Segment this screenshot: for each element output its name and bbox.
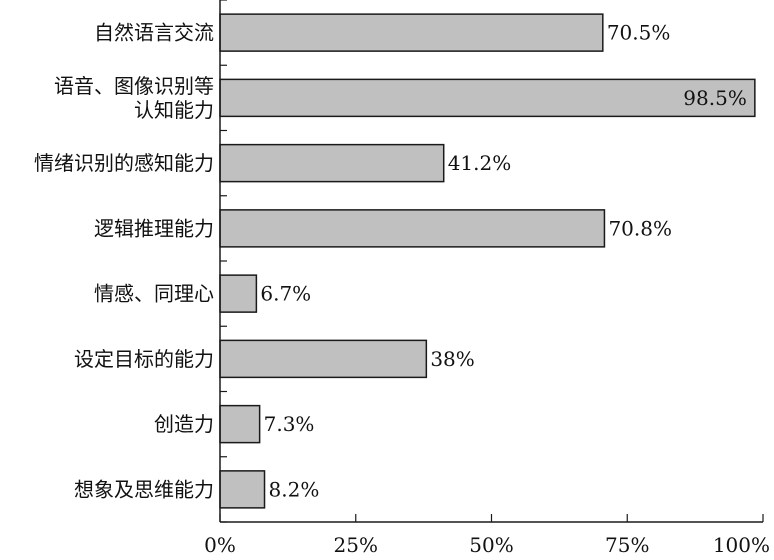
bar-2 bbox=[219, 78, 756, 118]
bars-layer bbox=[219, 13, 756, 509]
category-label: 想象及思维能力 bbox=[74, 477, 214, 501]
category-label: 语音、图像识别等 bbox=[54, 74, 214, 98]
axes: 0% 25% 50% 75% 100% bbox=[204, 0, 770, 557]
bar-3 bbox=[219, 143, 445, 183]
bar-6 bbox=[219, 339, 428, 379]
x-tick-label: 0% bbox=[204, 533, 236, 556]
value-label: 8.2% bbox=[269, 477, 320, 501]
category-label: 情绪识别的感知能力 bbox=[34, 151, 214, 175]
x-tick-label: 100% bbox=[713, 533, 770, 556]
value-label: 41.2% bbox=[448, 151, 512, 175]
category-label: 情感、同理心 bbox=[94, 282, 214, 306]
x-tick-label: 75% bbox=[605, 533, 649, 556]
category-label: 自然语言交流 bbox=[94, 21, 214, 45]
value-label: 70.5% bbox=[607, 21, 671, 45]
value-label: 6.7% bbox=[260, 282, 311, 306]
value-label: 70.8% bbox=[608, 216, 672, 240]
value-label: 7.3% bbox=[264, 412, 315, 436]
category-label: 认知能力 bbox=[134, 98, 214, 122]
x-tick-label: 25% bbox=[334, 533, 378, 556]
category-label: 逻辑推理能力 bbox=[94, 216, 214, 240]
bar-7 bbox=[219, 404, 261, 444]
category-label: 设定目标的能力 bbox=[74, 347, 214, 371]
category-label: 创造力 bbox=[154, 412, 214, 436]
bar-1 bbox=[219, 13, 604, 52]
bar-8 bbox=[219, 470, 266, 509]
bar-4 bbox=[219, 209, 606, 248]
value-label: 38% bbox=[430, 347, 474, 371]
value-label: 98.5% bbox=[683, 86, 747, 110]
x-tick-label: 50% bbox=[469, 533, 513, 556]
bar-5 bbox=[219, 274, 258, 313]
